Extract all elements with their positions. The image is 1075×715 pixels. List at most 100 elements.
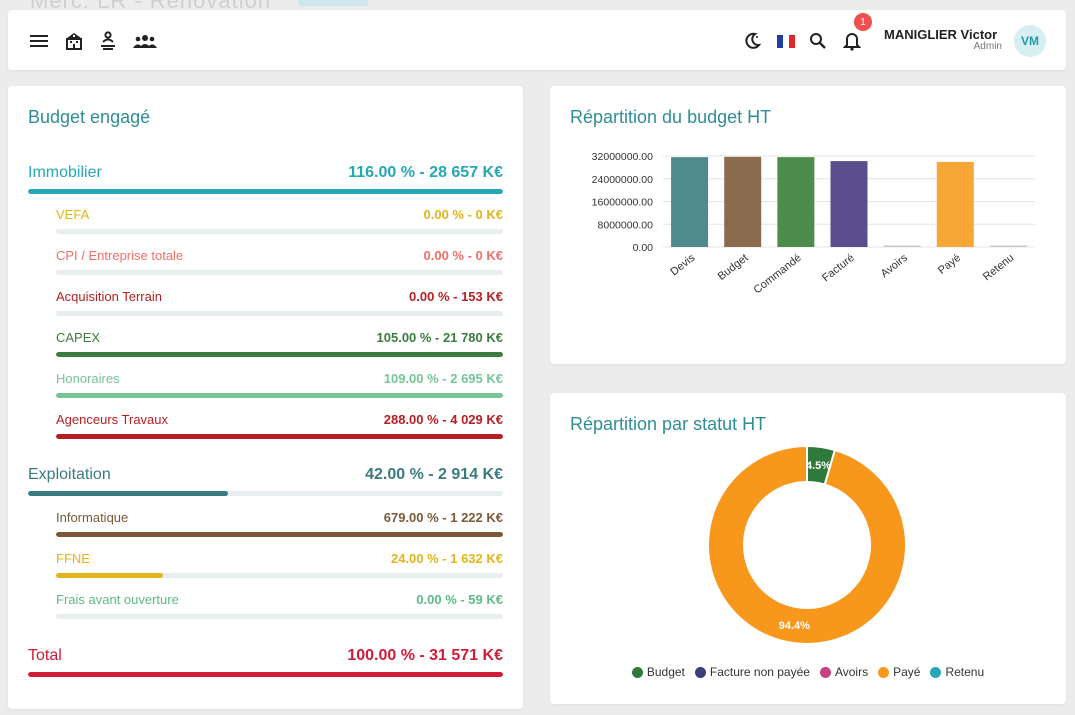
group-progress-fill: [28, 491, 228, 496]
legend-label: Retenu: [945, 665, 985, 679]
total-progress-bar: [28, 672, 503, 677]
user-role: Admin: [973, 41, 1002, 52]
item-label: Agenceurs Travaux: [56, 412, 169, 427]
x-tick-label: Facturé: [820, 252, 857, 284]
group-label: Exploitation: [28, 466, 111, 483]
item-value: 24.00 % - 1 632 K€: [390, 551, 503, 566]
legend-color-dot: [930, 666, 942, 678]
top-bar: 1 MANIGLIER Victor Admin VM: [8, 10, 1066, 70]
bar-retenu: [989, 245, 1027, 247]
legend-label: Payé: [893, 665, 921, 679]
group-label: Immobilier: [28, 164, 102, 181]
item-label: CPI / Entreprise totale: [56, 248, 184, 263]
item-label: Informatique: [56, 510, 129, 525]
x-tick-label: Retenu: [981, 252, 1016, 283]
item-progress-bar: [56, 311, 503, 316]
item-progress-bar: [56, 352, 503, 357]
legend-label: Facture non payée: [709, 665, 810, 679]
item-progress-fill: [56, 532, 503, 537]
item-value: 0.00 % - 0 K€: [423, 248, 504, 263]
bar-devis: [671, 157, 709, 247]
person-icon[interactable]: [97, 30, 119, 52]
page-title-badge: [298, 0, 368, 6]
item-progress-bar: [56, 532, 503, 537]
item-label: Acquisition Terrain: [56, 289, 162, 304]
x-tick-label: Commandé: [752, 252, 804, 296]
legend-color-dot: [631, 666, 643, 678]
item-progress-bar: [56, 614, 503, 619]
y-tick-label: 8000000.00: [598, 219, 654, 231]
legend-item[interactable]: Facture non payée: [694, 665, 810, 679]
y-tick-label: 32000000.00: [592, 151, 653, 163]
legend-item[interactable]: Payé: [878, 665, 920, 679]
y-tick-label: 0.00: [633, 242, 654, 254]
item-progress-bar: [56, 393, 503, 398]
donut-data-label: 4.5%: [806, 460, 831, 472]
bar-payé: [936, 161, 974, 247]
item-value: 0.00 % - 153 K€: [409, 289, 503, 304]
donut-legend: Budget Facture non payée Avoirs Payé Retenu: [550, 665, 1066, 679]
x-tick-label: Devis: [668, 252, 697, 279]
legend-color-dot: [694, 666, 706, 678]
notification-badge: 1: [854, 13, 872, 31]
y-tick-label: 16000000.00: [592, 197, 653, 209]
group-progress-bar: [28, 189, 503, 194]
item-progress-fill: [56, 573, 164, 578]
page-title-background: Merc. LR - Rénovation: [30, 0, 272, 13]
legend-color-dot: [819, 666, 831, 678]
item-value: 679.00 % - 1 222 K€: [383, 510, 503, 525]
x-tick-label: Avoirs: [879, 252, 911, 280]
bar-commandé: [777, 157, 815, 247]
donut-slice-payé: [707, 444, 907, 645]
y-tick-label: 24000000.00: [592, 174, 653, 186]
bar-avoirs: [883, 245, 921, 247]
legend-label: Avoirs: [834, 665, 869, 679]
legend-item[interactable]: Avoirs: [819, 665, 869, 679]
donut-chart: 4.5% 94.4%: [707, 444, 907, 645]
item-progress-bar: [56, 573, 503, 578]
budget-card-title: Budget engagé: [28, 107, 151, 127]
item-label: Frais avant ouverture: [56, 592, 179, 607]
group-value: 42.00 % - 2 914 K€: [365, 466, 503, 483]
search-icon[interactable]: [807, 30, 829, 52]
group-icon[interactable]: [132, 30, 158, 52]
legend-item[interactable]: Retenu: [930, 665, 984, 679]
donut-chart-title: Répartition par statut HT: [570, 414, 767, 434]
moon-icon[interactable]: [741, 30, 763, 52]
building-icon[interactable]: [63, 30, 85, 52]
item-label: FFNE: [56, 551, 90, 566]
bar-budget: [724, 156, 762, 247]
legend-item[interactable]: Budget: [631, 665, 685, 679]
total-label: Total: [28, 647, 62, 664]
flag-fr-icon[interactable]: [775, 30, 797, 52]
group-progress-bar: [28, 491, 503, 496]
item-label: VEFA: [56, 207, 90, 222]
x-tick-label: Budget: [716, 252, 751, 283]
legend-label: Budget: [646, 665, 685, 679]
item-progress-bar: [56, 434, 503, 439]
menu-icon[interactable]: [28, 30, 50, 52]
item-progress-fill: [56, 352, 503, 357]
item-value: 105.00 % - 21 780 K€: [376, 330, 503, 345]
item-value: 109.00 % - 2 695 K€: [383, 371, 503, 386]
total-value: 100.00 % - 31 571 K€: [347, 647, 503, 664]
budget-engage-card: Budget engagé Immobilier 116.00 % - 28 6…: [8, 86, 523, 709]
statut-repartition-card: Répartition par statut HT 4.5% 94.4% Budg…: [550, 393, 1066, 704]
budget-repartition-card: Répartition du budget HT 32000000.00 2400…: [550, 86, 1066, 364]
item-value: 288.00 % - 4 029 K€: [383, 412, 503, 427]
bar-chart-title: Répartition du budget HT: [570, 107, 772, 127]
item-progress-bar: [56, 270, 503, 275]
total-progress-fill: [28, 672, 503, 677]
item-value: 0.00 % - 0 K€: [423, 207, 504, 222]
bar-facturé: [830, 161, 868, 247]
item-progress-fill: [56, 434, 503, 439]
user-name[interactable]: MANIGLIER Victor: [884, 27, 998, 42]
group-progress-fill: [28, 189, 503, 194]
avatar[interactable]: VM: [1014, 25, 1046, 57]
item-progress-fill: [56, 393, 503, 398]
bell-icon[interactable]: [841, 30, 863, 52]
donut-data-label: 94.4%: [779, 620, 810, 632]
x-tick-label: Payé: [936, 252, 963, 277]
item-progress-bar: [56, 229, 503, 234]
item-value: 0.00 % - 59 K€: [416, 592, 503, 607]
